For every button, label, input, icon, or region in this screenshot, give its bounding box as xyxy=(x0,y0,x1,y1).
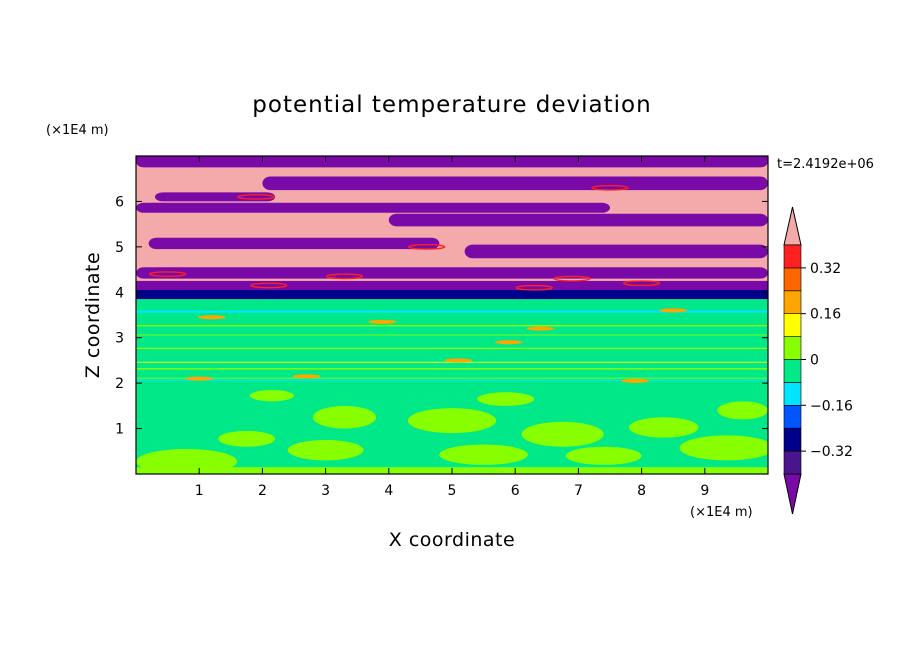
colorbar-bin xyxy=(783,267,802,292)
field-filament-spot xyxy=(197,315,226,320)
x-tick-label: 5 xyxy=(448,483,457,499)
x-tick-label: 2 xyxy=(258,483,267,499)
x-tick-label: 4 xyxy=(384,483,393,499)
field-stripe-lower xyxy=(136,280,768,291)
field-filament xyxy=(136,334,768,336)
y-tick-label: 2 xyxy=(115,376,124,392)
field-swirl xyxy=(407,408,497,434)
x-tick-label: 8 xyxy=(637,483,646,499)
field-filament-spot xyxy=(526,326,555,331)
field-filament xyxy=(136,368,768,370)
field-swirl xyxy=(287,439,364,461)
x-tick-label: 6 xyxy=(511,483,520,499)
y-tick-label: 6 xyxy=(115,194,124,210)
field-filament-spot xyxy=(185,376,214,381)
field-filament-spot xyxy=(292,374,321,379)
field-swirl xyxy=(679,435,768,461)
colorbar-tick-label: 0.32 xyxy=(810,261,841,277)
field-filament-spot xyxy=(444,358,473,363)
field-stripe xyxy=(136,267,768,279)
field-filament-spot xyxy=(494,340,523,345)
chart-title: potential temperature deviation xyxy=(252,92,651,118)
field-contour xyxy=(622,280,661,287)
colorbar-tick-label: 0 xyxy=(810,353,819,369)
field-contour xyxy=(553,275,591,282)
colorbar-bin xyxy=(783,313,802,337)
y-tick-label: 1 xyxy=(115,422,124,438)
heatmap-field xyxy=(136,156,768,474)
colorbar-bin xyxy=(783,404,802,429)
field-swirl xyxy=(717,401,768,420)
x-axis-label: X coordinate xyxy=(389,529,515,551)
field-stripe xyxy=(136,202,610,213)
field-swirl xyxy=(521,421,604,447)
colorbar-tick-label: 0.16 xyxy=(810,307,841,323)
x-tick-label: 1 xyxy=(195,483,204,499)
colorbar-tick-label: −0.16 xyxy=(810,398,853,414)
field-contour xyxy=(250,282,288,289)
field-swirl xyxy=(439,444,528,465)
time-label: t=2.4192e+06 xyxy=(777,157,874,172)
colorbar-extend-top xyxy=(783,206,802,246)
colorbar-bin xyxy=(783,427,802,452)
field-contour xyxy=(408,244,446,250)
colorbar: 0.32 0.16 0 −0.16 −0.32 xyxy=(783,206,853,515)
field-swirl xyxy=(565,446,642,465)
axis-ticks: 1 2 3 4 5 6 7 8 9 1 2 3 4 5 6 xyxy=(115,156,768,499)
field-filament xyxy=(136,310,768,313)
field-stripe xyxy=(148,237,440,250)
field-filament-spot xyxy=(621,378,650,383)
field-stripe xyxy=(262,176,768,191)
field-contour xyxy=(325,273,364,280)
field-contour xyxy=(515,284,553,291)
field-stripe xyxy=(388,213,768,227)
colorbar-bin xyxy=(783,336,802,360)
field-contour xyxy=(237,194,275,200)
field-filament xyxy=(136,324,768,327)
field-filament xyxy=(136,377,768,379)
y-tick-label: 4 xyxy=(115,285,124,301)
field-filament xyxy=(136,379,768,381)
y-tick-label: 5 xyxy=(115,240,124,256)
field-contour xyxy=(148,271,187,277)
colorbar-extend-bottom xyxy=(783,473,802,515)
colorbar-bin xyxy=(783,450,802,475)
colorbar-tick-label: −0.32 xyxy=(810,444,853,460)
y-tick-label: 3 xyxy=(115,331,124,347)
field-filament xyxy=(136,347,768,350)
field-contour xyxy=(591,184,629,191)
field-negative-band xyxy=(136,290,768,300)
field-swirl xyxy=(218,430,276,447)
field-swirl xyxy=(249,389,294,402)
field-stripe xyxy=(464,244,768,259)
x-tick-label: 7 xyxy=(574,483,583,499)
field-swirl xyxy=(477,392,535,406)
field-swirl xyxy=(628,417,699,438)
colorbar-bin xyxy=(783,382,802,406)
y-axis-label: Z coordinate xyxy=(82,252,104,378)
colorbar-bin xyxy=(783,290,802,314)
colorbar-bin xyxy=(783,244,802,269)
field-stripe xyxy=(154,192,276,202)
field-filament-spot xyxy=(368,319,397,324)
x-tick-label: 9 xyxy=(700,483,709,499)
y-unit-label: (×1E4 m) xyxy=(46,123,109,138)
field-swirl xyxy=(312,405,377,429)
colorbar-bin xyxy=(783,359,802,383)
x-unit-label: (×1E4 m) xyxy=(690,505,753,520)
field-filament xyxy=(136,361,768,363)
x-tick-label: 3 xyxy=(321,483,330,499)
field-filament-spot xyxy=(659,308,688,313)
